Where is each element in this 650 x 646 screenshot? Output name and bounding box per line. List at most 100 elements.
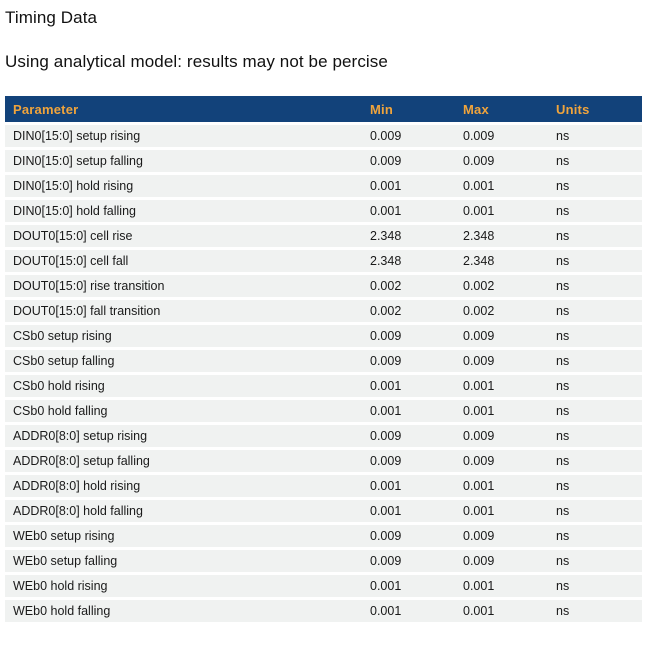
- parameter-cell: ADDR0[8:0] hold falling: [5, 500, 370, 522]
- units-cell: ns: [556, 400, 642, 422]
- min-cell: 0.009: [370, 125, 463, 147]
- parameter-cell: WEb0 hold falling: [5, 600, 370, 622]
- min-cell: 0.009: [370, 450, 463, 472]
- units-cell: ns: [556, 175, 642, 197]
- min-cell: 0.009: [370, 150, 463, 172]
- header-row: Parameter Min Max Units: [5, 96, 642, 122]
- table-row: DIN0[15:0] setup rising 0.009 0.009 ns: [5, 125, 642, 147]
- table-row: CSb0 hold falling 0.001 0.001 ns: [5, 400, 642, 422]
- min-cell: 2.348: [370, 225, 463, 247]
- table-row: DOUT0[15:0] cell rise 2.348 2.348 ns: [5, 225, 642, 247]
- table-row: DOUT0[15:0] cell fall 2.348 2.348 ns: [5, 250, 642, 272]
- units-cell: ns: [556, 325, 642, 347]
- col-header-parameter: Parameter: [5, 96, 370, 122]
- units-cell: ns: [556, 475, 642, 497]
- parameter-cell: CSb0 hold rising: [5, 375, 370, 397]
- parameter-cell: WEb0 hold rising: [5, 575, 370, 597]
- table-row: ADDR0[8:0] hold rising 0.001 0.001 ns: [5, 475, 642, 497]
- table-row: ADDR0[8:0] setup falling 0.009 0.009 ns: [5, 450, 642, 472]
- min-cell: 0.009: [370, 425, 463, 447]
- min-cell: 0.001: [370, 400, 463, 422]
- col-header-units: Units: [556, 96, 642, 122]
- parameter-cell: DOUT0[15:0] rise transition: [5, 275, 370, 297]
- table-row: DIN0[15:0] setup falling 0.009 0.009 ns: [5, 150, 642, 172]
- units-cell: ns: [556, 500, 642, 522]
- parameter-cell: DOUT0[15:0] cell rise: [5, 225, 370, 247]
- timing-table-body: DIN0[15:0] setup rising 0.009 0.009 ns D…: [5, 125, 642, 622]
- min-cell: 0.001: [370, 175, 463, 197]
- min-cell: 2.348: [370, 250, 463, 272]
- table-row: WEb0 hold rising 0.001 0.001 ns: [5, 575, 642, 597]
- units-cell: ns: [556, 225, 642, 247]
- units-cell: ns: [556, 300, 642, 322]
- min-cell: 0.009: [370, 325, 463, 347]
- units-cell: ns: [556, 425, 642, 447]
- parameter-cell: DIN0[15:0] hold rising: [5, 175, 370, 197]
- parameter-cell: WEb0 setup rising: [5, 525, 370, 547]
- min-cell: 0.002: [370, 300, 463, 322]
- units-cell: ns: [556, 550, 642, 572]
- table-row: WEb0 setup falling 0.009 0.009 ns: [5, 550, 642, 572]
- units-cell: ns: [556, 575, 642, 597]
- parameter-cell: DOUT0[15:0] fall transition: [5, 300, 370, 322]
- table-row: CSb0 hold rising 0.001 0.001 ns: [5, 375, 642, 397]
- min-cell: 0.001: [370, 475, 463, 497]
- parameter-cell: CSb0 hold falling: [5, 400, 370, 422]
- table-row: DIN0[15:0] hold rising 0.001 0.001 ns: [5, 175, 642, 197]
- page-title: Timing Data: [5, 8, 98, 27]
- min-cell: 0.009: [370, 525, 463, 547]
- table-row: CSb0 setup rising 0.009 0.009 ns: [5, 325, 642, 347]
- max-cell: 0.001: [463, 400, 556, 422]
- table-row: WEb0 hold falling 0.001 0.001 ns: [5, 600, 642, 622]
- max-cell: 0.009: [463, 350, 556, 372]
- units-cell: ns: [556, 125, 642, 147]
- max-cell: 0.009: [463, 150, 556, 172]
- max-cell: 0.001: [463, 200, 556, 222]
- units-cell: ns: [556, 600, 642, 622]
- parameter-cell: DIN0[15:0] setup rising: [5, 125, 370, 147]
- table-row: ADDR0[8:0] hold falling 0.001 0.001 ns: [5, 500, 642, 522]
- table-row: WEb0 setup rising 0.009 0.009 ns: [5, 525, 642, 547]
- min-cell: 0.001: [370, 200, 463, 222]
- parameter-cell: ADDR0[8:0] setup rising: [5, 425, 370, 447]
- max-cell: 0.009: [463, 425, 556, 447]
- units-cell: ns: [556, 275, 642, 297]
- units-cell: ns: [556, 375, 642, 397]
- max-cell: 0.009: [463, 325, 556, 347]
- min-cell: 0.009: [370, 350, 463, 372]
- max-cell: 0.009: [463, 450, 556, 472]
- parameter-cell: DIN0[15:0] setup falling: [5, 150, 370, 172]
- parameter-cell: DIN0[15:0] hold falling: [5, 200, 370, 222]
- min-cell: 0.001: [370, 575, 463, 597]
- page-subtitle: Using analytical model: results may not …: [5, 52, 388, 71]
- col-header-min: Min: [370, 96, 463, 122]
- table-row: DIN0[15:0] hold falling 0.001 0.001 ns: [5, 200, 642, 222]
- parameter-cell: DOUT0[15:0] cell fall: [5, 250, 370, 272]
- max-cell: 2.348: [463, 225, 556, 247]
- units-cell: ns: [556, 250, 642, 272]
- min-cell: 0.002: [370, 275, 463, 297]
- max-cell: 0.001: [463, 175, 556, 197]
- parameter-cell: CSb0 setup rising: [5, 325, 370, 347]
- units-cell: ns: [556, 200, 642, 222]
- max-cell: 0.009: [463, 550, 556, 572]
- min-cell: 0.001: [370, 375, 463, 397]
- units-cell: ns: [556, 450, 642, 472]
- min-cell: 0.001: [370, 500, 463, 522]
- max-cell: 0.002: [463, 275, 556, 297]
- min-cell: 0.001: [370, 600, 463, 622]
- datasheet-page: Timing Data Using analytical model: resu…: [5, 8, 642, 625]
- min-cell: 0.009: [370, 550, 463, 572]
- max-cell: 0.001: [463, 475, 556, 497]
- units-cell: ns: [556, 150, 642, 172]
- col-header-max: Max: [463, 96, 556, 122]
- parameter-cell: CSb0 setup falling: [5, 350, 370, 372]
- max-cell: 2.348: [463, 250, 556, 272]
- parameter-cell: ADDR0[8:0] hold rising: [5, 475, 370, 497]
- table-row: DOUT0[15:0] rise transition 0.002 0.002 …: [5, 275, 642, 297]
- table-row: CSb0 setup falling 0.009 0.009 ns: [5, 350, 642, 372]
- units-cell: ns: [556, 525, 642, 547]
- max-cell: 0.009: [463, 525, 556, 547]
- parameter-cell: ADDR0[8:0] setup falling: [5, 450, 370, 472]
- timing-table: Parameter Min Max Units DIN0[15:0] setup…: [5, 93, 642, 625]
